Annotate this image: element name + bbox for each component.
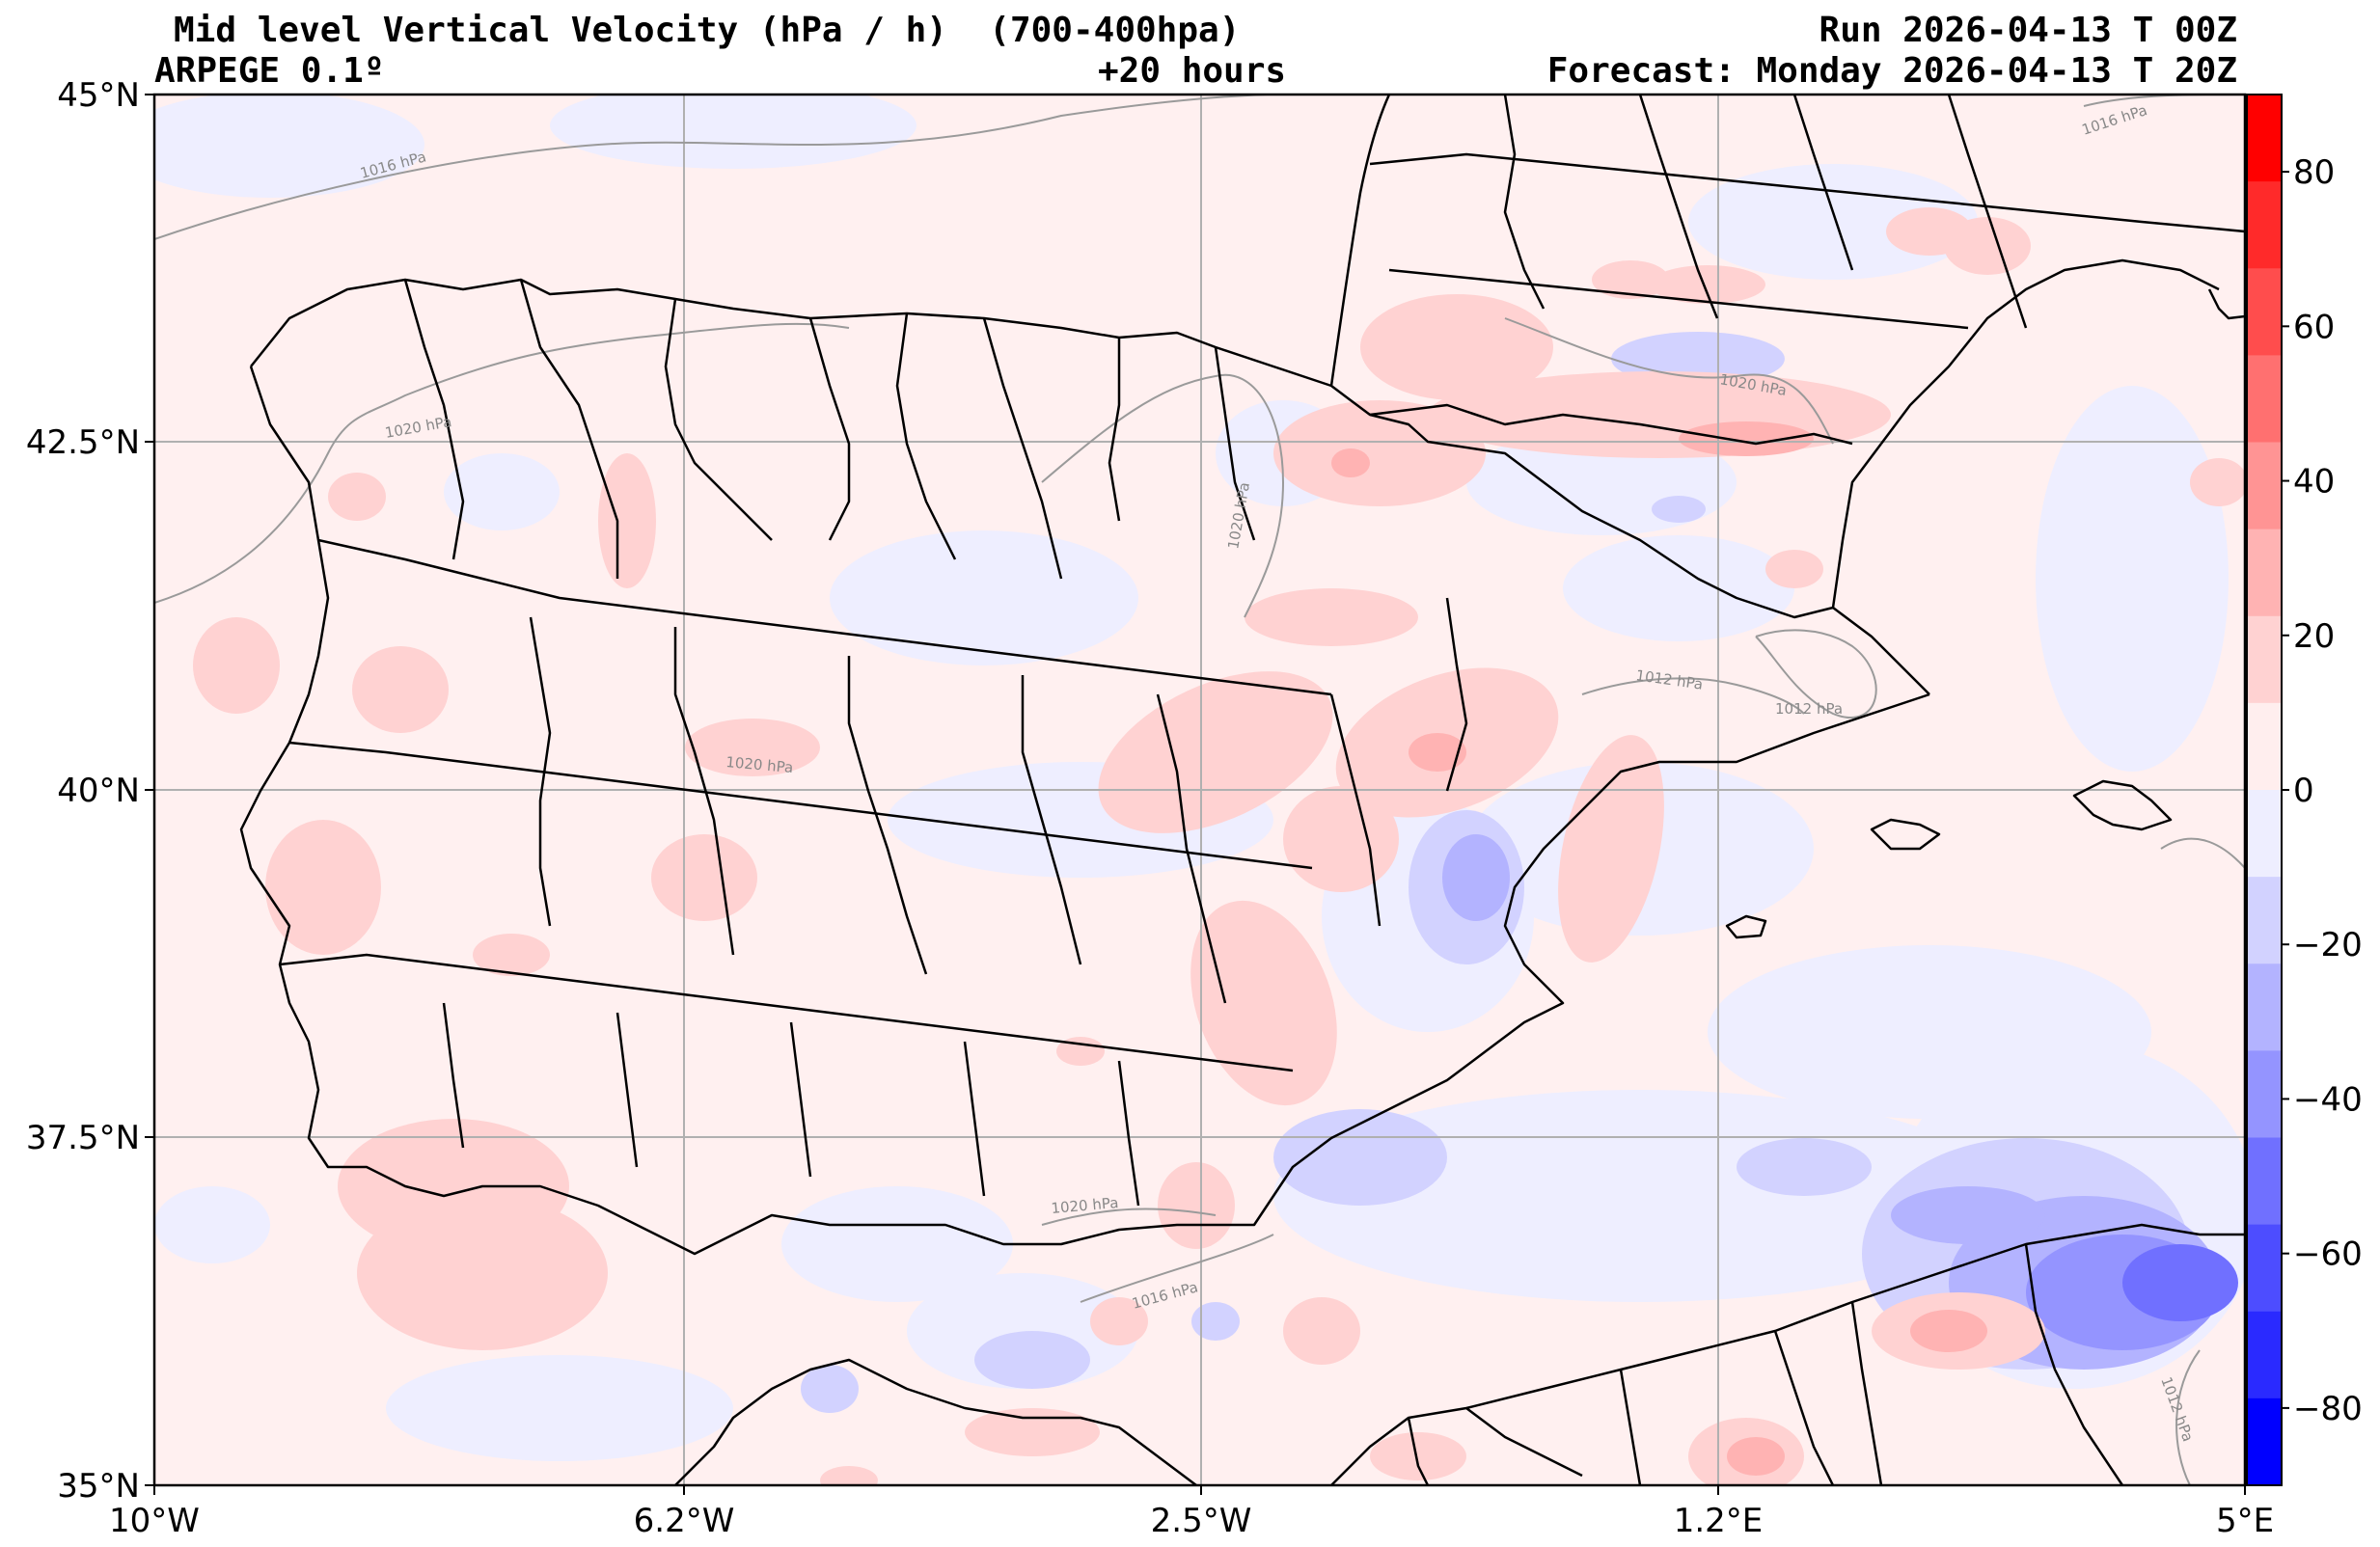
map-gridlines — [154, 95, 2245, 1485]
colorbar-tick-label: 60 — [2293, 308, 2335, 346]
colorbar-segment — [2247, 181, 2282, 269]
colorbar-tick-label: −60 — [2293, 1235, 2363, 1274]
isobar-lines — [154, 95, 2245, 1485]
lon-label-2-5w: 2.5°W — [1151, 1502, 1252, 1540]
colorbar-segment — [2247, 1137, 2282, 1226]
lat-label-37-5n: 37.5°N — [26, 1119, 140, 1157]
longitude-labels: 10°W 6.2°W 2.5°W 1.2°E 5°E — [109, 1502, 2274, 1540]
moderate-positive-areas — [1331, 421, 1987, 1476]
colorbar-segment — [2247, 442, 2282, 530]
colorbar-segment — [2247, 615, 2282, 704]
map-title: Mid level Vertical Velocity (hPa / h) (7… — [174, 11, 1241, 50]
extreme-negative-areas — [2122, 1244, 2238, 1321]
colorbar-tick-label: −40 — [2293, 1080, 2363, 1119]
forecast-label: Forecast: Monday 2026-04-13 T 20Z — [1546, 51, 2237, 91]
colorbar-tick-label: −20 — [2293, 926, 2363, 964]
colorbar-tick-label: 0 — [2293, 772, 2314, 810]
lon-label-6-2w: 6.2°W — [634, 1502, 735, 1540]
velocity-field — [154, 95, 2245, 1485]
colorbar-tick-label: 80 — [2293, 153, 2335, 192]
colorbar-segment — [2247, 95, 2282, 182]
model-label: ARPEGE 0.1º — [154, 51, 385, 91]
colorbar-segment — [2247, 1311, 2282, 1399]
colorbar-segment — [2247, 355, 2282, 443]
lat-label-42-5n: 42.5°N — [26, 423, 140, 462]
colorbar — [2246, 94, 2283, 1486]
run-label: Run 2026-04-13 T 00Z — [1819, 11, 2237, 50]
colorbar-segment — [2247, 963, 2282, 1051]
weak-positive-areas — [193, 207, 2245, 1485]
colorbar-segment — [2247, 702, 2282, 791]
colorbar-tick-label: 40 — [2293, 463, 2335, 502]
lon-label-1-2e: 1.2°E — [1674, 1502, 1764, 1540]
colorbar-tick-label: 20 — [2293, 617, 2335, 656]
colorbar-segment — [2247, 1050, 2282, 1138]
colorbar-tick-label: −80 — [2293, 1390, 2363, 1428]
coastlines-borders — [239, 95, 2245, 1485]
lon-label-10w: 10°W — [109, 1502, 200, 1540]
lat-label-35n: 35°N — [57, 1467, 140, 1506]
colorbar-segment — [2247, 790, 2282, 878]
lat-label-40n: 40°N — [57, 772, 140, 810]
colorbar-segment — [2247, 877, 2282, 964]
colorbar-segment — [2247, 1398, 2282, 1486]
colorbar-labels: 80 60 40 20 0 −20 −40 −60 −80 — [2282, 153, 2363, 1428]
lead-time-label: +20 hours — [1098, 51, 1287, 91]
lat-label-45n: 45°N — [57, 76, 140, 115]
latitude-labels: 45°N 42.5°N 40°N 37.5°N 35°N — [26, 76, 140, 1506]
axis-ticks — [145, 94, 2246, 1495]
colorbar-segment — [2247, 1224, 2282, 1313]
lon-label-5e: 5°E — [2216, 1502, 2274, 1540]
colorbar-segment — [2247, 268, 2282, 356]
isobar-label: 1012 hPa — [1775, 700, 1843, 718]
colorbar-segment — [2247, 529, 2282, 617]
